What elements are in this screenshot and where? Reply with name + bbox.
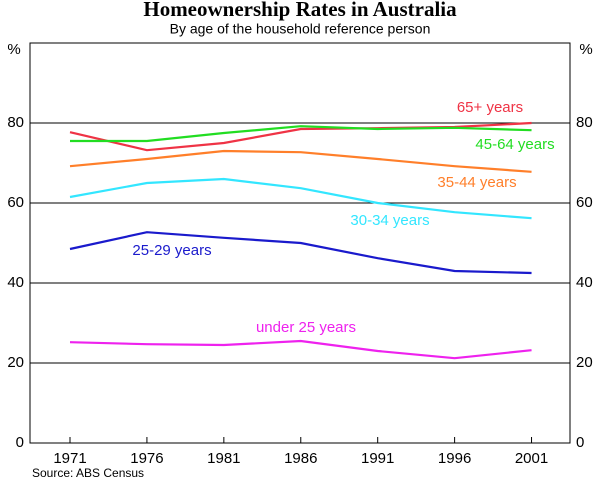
y-tick-label: 60 [7, 194, 24, 211]
x-tick-label: 2001 [515, 450, 548, 467]
y-tick-label: 0 [16, 434, 24, 451]
series-label: 45-64 years [475, 136, 554, 153]
source: Source: ABS Census [32, 466, 144, 480]
y-tick-label: 40 [7, 274, 24, 291]
y2-tick-label: 20 [576, 354, 593, 371]
series-line [69, 339, 532, 360]
y2-tick-label: 80 [576, 114, 593, 131]
chart-title: Homeownership Rates in Australia [143, 0, 457, 21]
x-tick-label: 1986 [284, 450, 317, 467]
series-line [69, 177, 532, 220]
series-label: 30-34 years [350, 212, 429, 229]
chart-subtitle: By age of the household reference person [170, 21, 431, 37]
y2-tick-label: 60 [576, 194, 593, 211]
y-tick-label: 80 [7, 114, 24, 131]
y-axis-label: % [7, 41, 20, 58]
series-label: 65+ years [457, 99, 523, 116]
series-label: 25-29 years [132, 242, 211, 259]
x-tick-label: 1971 [53, 450, 86, 467]
series-line [70, 125, 532, 143]
x-tick-label: 1996 [438, 450, 471, 467]
y2-tick-label: 40 [576, 274, 593, 291]
series-line [69, 149, 532, 173]
y2-tick-label: 0 [576, 434, 584, 451]
x-tick-label: 1991 [361, 450, 394, 467]
x-tick-label: 1976 [130, 450, 163, 467]
x-tick-label: 1981 [207, 450, 240, 467]
y-tick-label: 20 [7, 354, 24, 371]
series-line [69, 231, 532, 275]
y2-axis-label: % [579, 41, 592, 58]
series-label: 35-44 years [437, 174, 516, 191]
series-label: under 25 years [256, 319, 356, 336]
plot-frame [29, 42, 571, 444]
